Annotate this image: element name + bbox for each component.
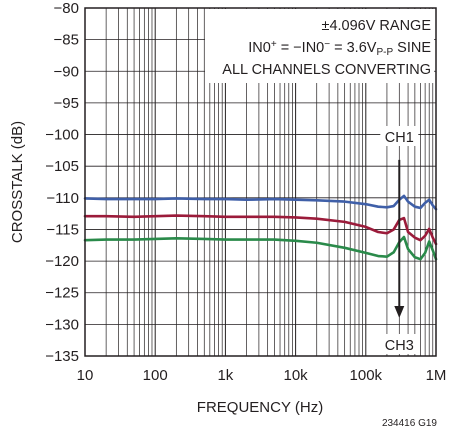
ch1-label-backdrop xyxy=(380,126,419,146)
annotation-pp-sub: P-P xyxy=(376,47,393,58)
arrow-head xyxy=(394,306,405,319)
x-tick-label: 10 xyxy=(77,367,94,384)
y-tick-label: −100 xyxy=(45,127,79,144)
y-tick-label: −95 xyxy=(54,95,79,112)
y-axis-title: CROSSTALK (dB) xyxy=(9,121,26,243)
x-tick-label: 100k xyxy=(350,367,383,384)
plot-frame xyxy=(84,7,437,357)
y-tick-label: −115 xyxy=(46,221,79,238)
ch1-label: CH1 xyxy=(385,130,414,146)
annotation-amplitude: = 3.6V xyxy=(330,40,377,56)
annotation-equals-neg-in0: = −IN0 xyxy=(277,40,325,56)
series-line-2 xyxy=(83,214,438,246)
x-tick-label: 1k xyxy=(217,367,233,384)
figure-code: 234416 G19 xyxy=(382,418,437,429)
annotation-backdrop xyxy=(205,9,434,83)
x-tick-label: 10k xyxy=(284,367,309,384)
y-tick-label: −120 xyxy=(45,253,79,270)
series-lines xyxy=(83,194,438,261)
y-tick-labels: −80 −85 −90 −95 −100 −105 −110 −115 −120 −125 −130… xyxy=(45,0,79,365)
y-tick-label: −90 xyxy=(54,63,79,80)
series-line-1 xyxy=(83,194,438,211)
annotation-plus-sup: + xyxy=(271,39,277,50)
x-tick-label: 1M xyxy=(426,367,447,384)
x-tick-label: 100 xyxy=(143,367,168,384)
annotation-in0: IN0 xyxy=(248,40,271,56)
x-axis-title: FREQUENCY (Hz) xyxy=(197,399,323,416)
annotation-line-channels: ALL CHANNELS CONVERTING xyxy=(222,62,431,78)
annotation-box: ±4.096V RANGE IN0+ = −IN0− = 3.6VP-P SIN… xyxy=(205,9,434,83)
y-tick-label: −110 xyxy=(46,190,79,207)
y-tick-label: −125 xyxy=(45,285,79,302)
y-tick-label: −105 xyxy=(45,158,79,175)
ch3-label-backdrop xyxy=(380,334,419,354)
annotation-minus-sup: − xyxy=(324,39,330,50)
grid xyxy=(85,7,436,357)
annotation-line-range: ±4.096V RANGE xyxy=(321,18,431,34)
y-tick-label: −85 xyxy=(54,32,79,49)
x-tick-labels: 10 100 1k 10k 100k 1M xyxy=(77,367,447,384)
ch1-to-ch3-arrow: CH1 CH3 xyxy=(380,126,419,354)
y-tick-label: −80 xyxy=(54,0,79,17)
annotation-sine: SINE xyxy=(393,40,431,56)
y-tick-label: −130 xyxy=(45,316,79,333)
series-line-3 xyxy=(83,235,438,261)
y-tick-label: −135 xyxy=(45,348,79,365)
ch3-label: CH3 xyxy=(385,338,414,354)
annotation-line-input: IN0+ = −IN0− = 3.6VP-P SINE xyxy=(248,39,431,58)
